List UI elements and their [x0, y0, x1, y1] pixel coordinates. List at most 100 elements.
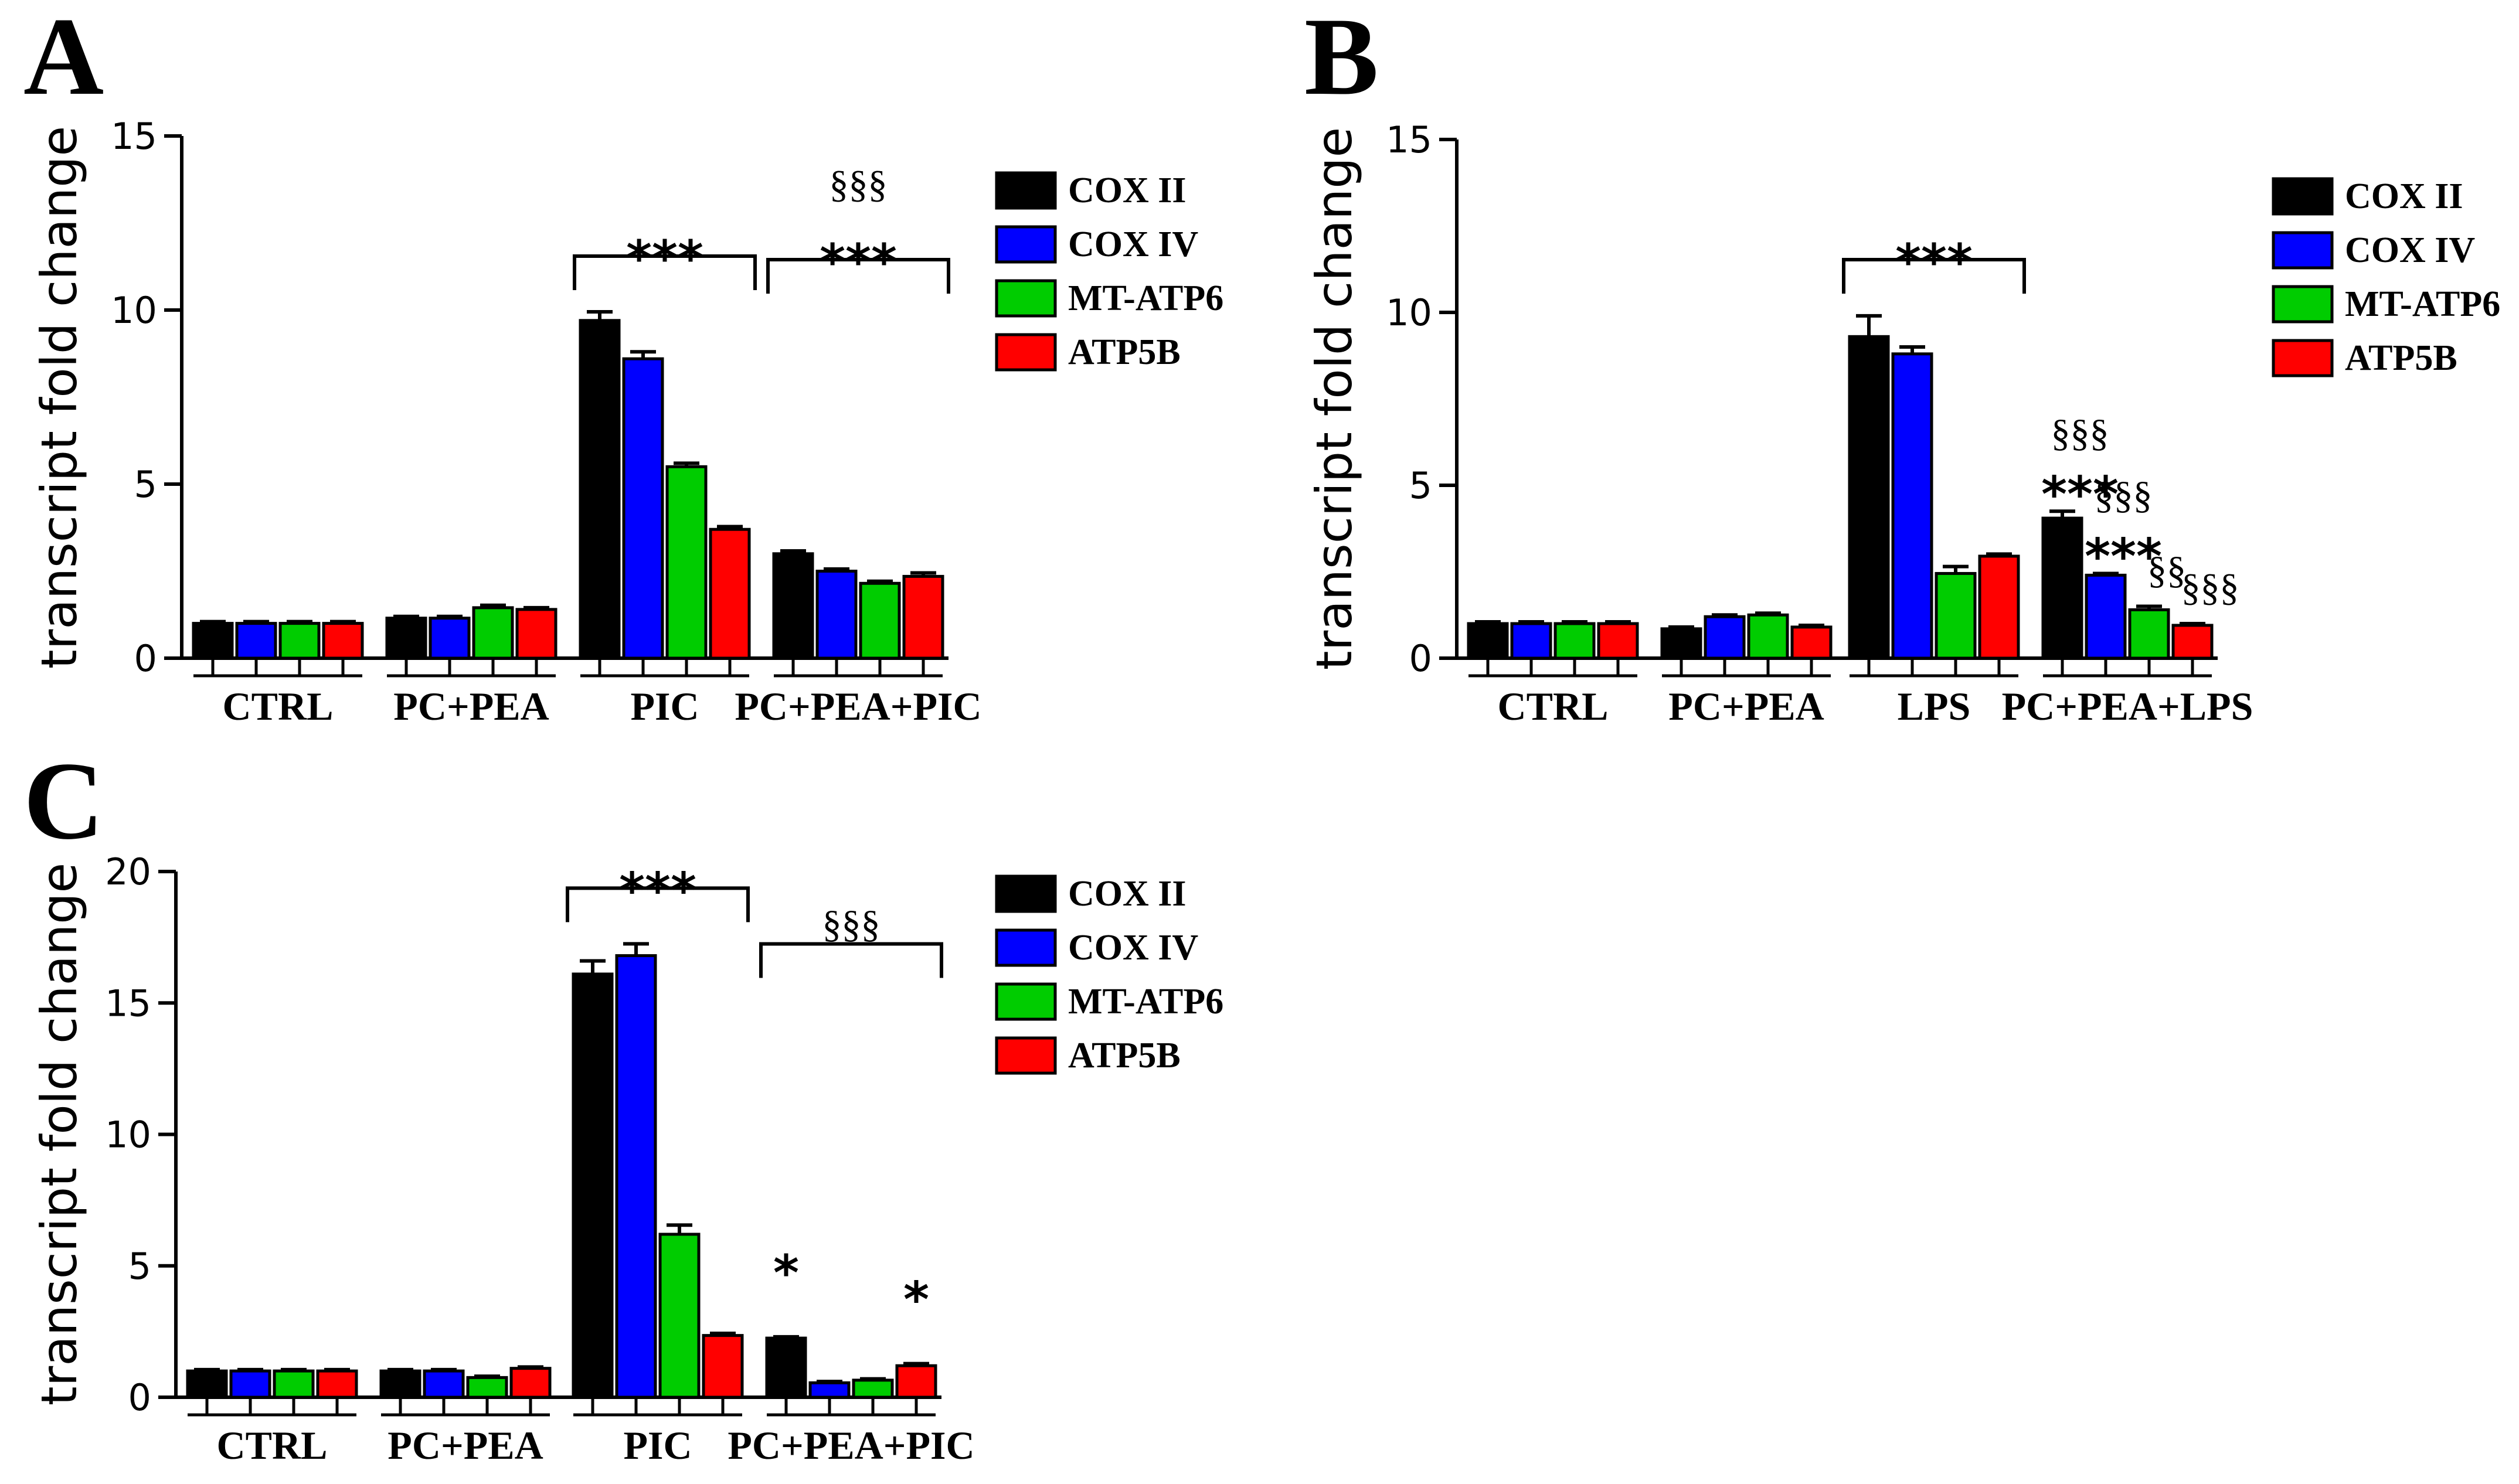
bar [229, 1369, 271, 1399]
bar [1978, 554, 2020, 660]
bar [235, 622, 277, 660]
significance-mark: §§§ [2181, 566, 2239, 609]
bar [709, 527, 751, 660]
significance-bracket [566, 886, 750, 923]
bar [322, 622, 364, 660]
y-tick-label: 0 [128, 1376, 151, 1419]
bar [859, 581, 901, 660]
significance-mark: §§§ [2095, 474, 2153, 516]
bar [852, 1379, 894, 1399]
bar [192, 622, 234, 660]
y-tick-label: 15 [105, 982, 151, 1024]
category-label: PC+PEA [393, 684, 549, 729]
legend-swatch [2272, 177, 2334, 216]
category-label: PC+PEA [387, 1423, 543, 1468]
bar [665, 465, 708, 660]
legend-swatch [995, 171, 1057, 210]
bar [278, 622, 321, 660]
y-axis-title: transcript fold change [1306, 127, 1363, 670]
significance-mark: §§ [2147, 549, 2186, 592]
bar [515, 608, 557, 660]
bar [1704, 615, 1746, 660]
legend-swatch [995, 982, 1057, 1021]
y-tick-label: 0 [134, 637, 157, 680]
panel-letter: A [23, 0, 104, 118]
bar [186, 1369, 228, 1399]
bar [1553, 622, 1596, 660]
legend-label: COX IV [1068, 224, 1198, 264]
bar [1467, 622, 1509, 660]
legend-label: COX II [1068, 171, 1187, 210]
y-tick-label: 20 [105, 850, 151, 893]
bar [2128, 608, 2170, 660]
y-tick-label: 10 [111, 289, 157, 332]
significance-mark: *** [2041, 465, 2119, 523]
bar [808, 1381, 851, 1399]
bar [1935, 571, 1977, 660]
bar [902, 574, 944, 660]
significance-mark: *** [1895, 233, 1973, 291]
legend-swatch [995, 874, 1057, 913]
legend-label: COX II [1068, 874, 1187, 914]
bar [1597, 622, 1639, 660]
legend-label: MT-ATP6 [1068, 278, 1223, 318]
bar [572, 972, 614, 1399]
legend-swatch [995, 1036, 1057, 1075]
bar [1747, 613, 1789, 660]
legend-swatch [995, 333, 1057, 372]
bar [2085, 573, 2127, 660]
bar [379, 1369, 421, 1399]
significance-mark: * [903, 1271, 929, 1329]
bar [622, 357, 664, 660]
category-label: CTRL [223, 684, 334, 729]
legend-label: MT-ATP6 [1068, 982, 1223, 1022]
bar [658, 1233, 701, 1399]
bar [509, 1367, 552, 1399]
bar [1891, 352, 1933, 660]
bar [466, 1376, 508, 1399]
category-label: PC+PEA+LPS [2002, 684, 2253, 729]
bar [2171, 624, 2214, 660]
bar [579, 319, 621, 660]
category-label: CTRL [217, 1423, 328, 1468]
bar [815, 570, 858, 660]
legend-swatch [995, 279, 1057, 318]
bar [472, 606, 514, 660]
bar [615, 954, 657, 1399]
y-tick-label: 15 [111, 115, 157, 158]
legend-label: ATP5B [1068, 1036, 1181, 1075]
significance-mark: §§§ [822, 903, 881, 946]
bar [765, 1336, 807, 1399]
bar [1848, 335, 1890, 660]
bar [2041, 516, 2083, 660]
significance-bracket [1842, 258, 2026, 294]
significance-mark: *** [2085, 527, 2162, 585]
category-label: PIC [630, 684, 699, 729]
bar [429, 617, 471, 660]
legend-swatch [2272, 231, 2334, 270]
legend-label: COX II [2345, 176, 2463, 216]
bar [702, 1334, 744, 1399]
legend-label: ATP5B [1068, 332, 1181, 372]
y-tick-label: 5 [134, 463, 157, 506]
y-tick-label: 5 [1409, 464, 1432, 507]
significance-mark: §§§ [2051, 411, 2109, 454]
y-axis-title: transcript fold change [30, 863, 88, 1405]
category-label: PIC [623, 1423, 692, 1468]
category-label: PC+PEA [1668, 684, 1824, 729]
bar [273, 1369, 315, 1399]
y-tick-label: 10 [1386, 291, 1432, 334]
significance-bracket [759, 942, 943, 978]
significance-bracket [573, 254, 757, 290]
bar [772, 552, 814, 660]
category-label: LPS [1898, 684, 1971, 729]
significance-mark: §§§ [830, 163, 888, 206]
significance-mark: *** [626, 230, 703, 287]
bar [1510, 622, 1552, 660]
significance-mark: *** [820, 233, 897, 291]
bar [1660, 627, 1702, 660]
